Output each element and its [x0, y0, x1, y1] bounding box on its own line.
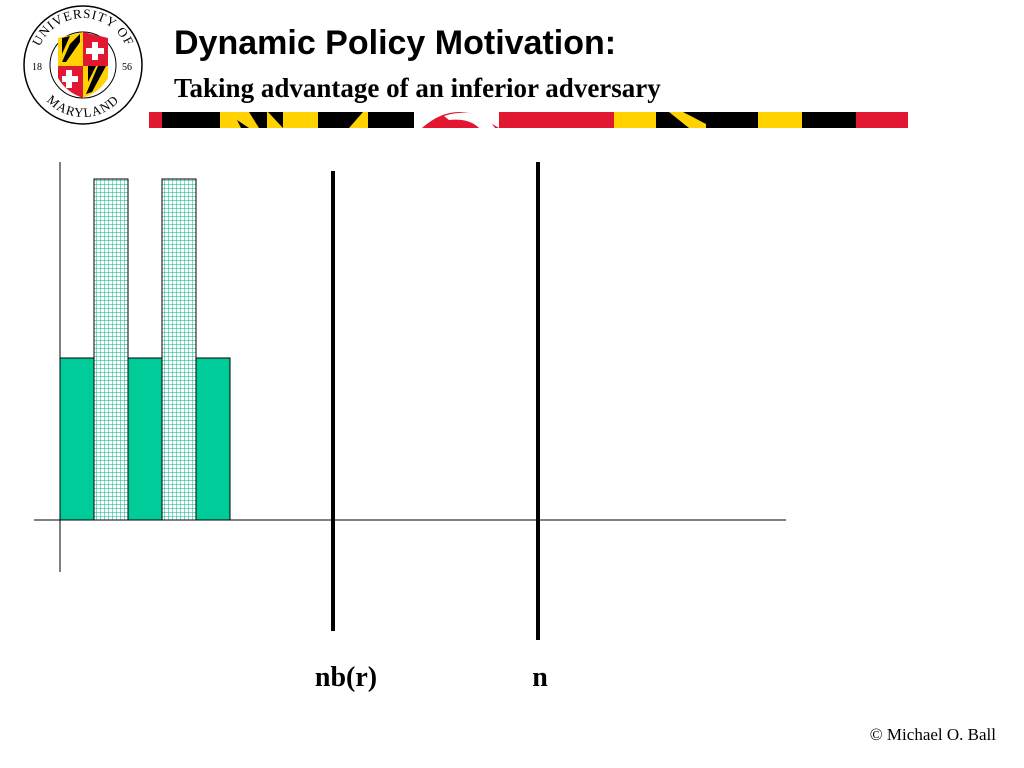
marker-label-n: n — [532, 662, 548, 693]
hatched-bar-1 — [93, 178, 129, 521]
slide-subtitle: Taking advantage of an inferior adversar… — [174, 73, 661, 103]
seal-year-left: 18 — [32, 62, 42, 73]
solid-bar-1 — [59, 357, 95, 521]
slide-title: Dynamic Policy Motivation: — [174, 24, 617, 62]
maryland-flag-icon — [58, 32, 108, 98]
solid-bar-3 — [195, 357, 231, 521]
marker-label-nb-r: nb(r) — [315, 662, 377, 693]
hatched-bar-2 — [161, 178, 197, 521]
copyright-text: © Michael O. Ball — [869, 725, 996, 744]
university-seal-logo: UNIVERSITY OF MARYLAND 18 56 — [23, 5, 143, 125]
seal-year-right: 56 — [122, 62, 132, 73]
solid-bar-2 — [127, 357, 163, 521]
maryland-banner-strip — [149, 112, 908, 128]
